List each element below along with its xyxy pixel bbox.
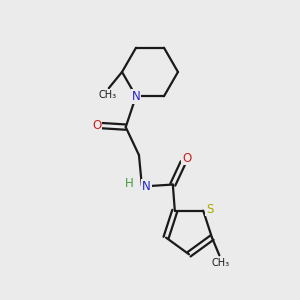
Text: H: H [125, 177, 134, 190]
Text: O: O [182, 152, 191, 164]
Text: S: S [206, 203, 213, 216]
Text: O: O [92, 119, 101, 132]
Text: N: N [132, 90, 140, 103]
Text: CH₃: CH₃ [212, 258, 230, 268]
Text: CH₃: CH₃ [98, 90, 116, 100]
Text: N: N [142, 179, 151, 193]
